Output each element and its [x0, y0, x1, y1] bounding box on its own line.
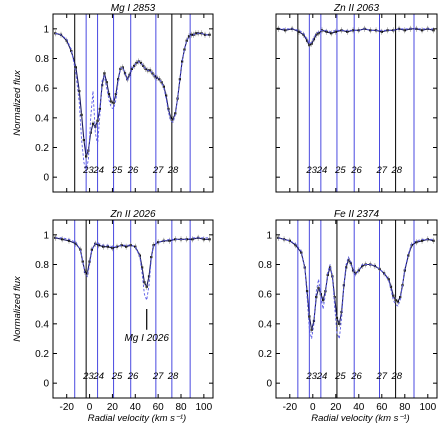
- component-label: 26: [350, 371, 362, 382]
- model-line: [278, 237, 434, 339]
- panel-title: Mg I 2853: [111, 3, 156, 14]
- y-tick-label: 0.8: [35, 54, 49, 65]
- y-tick-label: 0.2: [35, 349, 49, 360]
- panel-title: Fe II 2374: [334, 209, 379, 220]
- component-label: 28: [390, 165, 402, 176]
- component-label: 27: [152, 165, 164, 176]
- y-tick-label: 1: [266, 230, 272, 241]
- panel-title: Zn II 2026: [109, 209, 155, 220]
- y-axis-label: Normalized flux: [12, 275, 23, 342]
- component-label: 28: [167, 371, 179, 382]
- y-tick-label: 1: [43, 230, 49, 241]
- y-tick-label: 0: [43, 379, 49, 390]
- x-tick-label: 80: [399, 402, 411, 413]
- x-tick-label: 80: [175, 402, 187, 413]
- data-line: [55, 237, 210, 289]
- component-label: 28: [167, 165, 179, 176]
- x-tick-label: 0: [87, 402, 93, 413]
- component-label: 27: [376, 371, 388, 382]
- component-label: 27: [376, 165, 388, 176]
- component-label: 28: [390, 371, 402, 382]
- annotation-label: Mg I 2026: [124, 333, 169, 344]
- component-label: 25: [111, 371, 123, 382]
- component-label: 25: [111, 165, 123, 176]
- y-tick-label: 0: [43, 173, 49, 184]
- component-label: 23: [82, 371, 94, 382]
- panel-3: 0 0.2 0.4 0.6 0.8 1 -20 0 20 40 60 80 100 23 24 25 26 27 2…: [12, 209, 214, 424]
- x-axis-label: Radial velocity (km s⁻¹): [311, 413, 409, 423]
- component-label: 24: [316, 371, 328, 382]
- x-tick-label: -20: [59, 402, 74, 413]
- panel-4: 0 0.2 0.4 0.6 0.8 1 -20 0 20 40 60 80 100 23 24 25 26 27 2…: [258, 209, 438, 424]
- x-tick-label: 40: [353, 402, 365, 413]
- component-label: 25: [334, 371, 346, 382]
- plot-frame: [52, 219, 214, 399]
- y-tick-label: 0.4: [258, 319, 272, 330]
- y-tick-label: 0: [266, 379, 272, 390]
- x-tick-label: 0: [310, 402, 316, 413]
- x-tick-label: 20: [330, 402, 342, 413]
- component-label: 23: [82, 165, 94, 176]
- x-axis-label: Radial velocity (km s⁻¹): [88, 413, 186, 423]
- y-tick-label: 0.6: [35, 290, 49, 301]
- panel-title: Zn II 2063: [333, 3, 379, 14]
- data-line: [278, 28, 434, 47]
- component-label: 26: [127, 165, 139, 176]
- component-label: 24: [316, 165, 328, 176]
- y-tick-label: 0.6: [35, 84, 49, 95]
- component-label: 23: [305, 371, 317, 382]
- plot-frame: [275, 13, 438, 193]
- y-tick-label: 0.2: [258, 349, 272, 360]
- x-tick-label: 60: [153, 402, 165, 413]
- component-label: 24: [92, 165, 104, 176]
- y-axis-label: Normalized flux: [12, 69, 23, 136]
- component-label: 25: [334, 165, 346, 176]
- x-tick-label: 20: [107, 402, 119, 413]
- plot-frame: [275, 219, 438, 399]
- model-line: [55, 237, 210, 302]
- component-label: 26: [350, 165, 362, 176]
- y-tick-label: 0.2: [35, 143, 49, 154]
- component-label: 24: [92, 371, 104, 382]
- component-label: 27: [152, 371, 164, 382]
- x-tick-label: -20: [283, 402, 298, 413]
- plot-frame: [52, 13, 214, 193]
- y-tick-label: 0.4: [35, 113, 49, 124]
- component-label: 23: [305, 165, 317, 176]
- y-tick-label: 0.4: [35, 319, 49, 330]
- x-tick-label: 60: [376, 402, 388, 413]
- model-line: [278, 28, 434, 45]
- component-label: 26: [127, 371, 139, 382]
- model-line: [55, 32, 210, 172]
- y-tick-label: 1: [43, 24, 49, 35]
- x-tick-label: 40: [130, 402, 142, 413]
- x-tick-label: 100: [196, 402, 213, 413]
- y-tick-label: 0.8: [258, 260, 272, 271]
- x-tick-label: 100: [419, 402, 436, 413]
- y-tick-label: 0.8: [35, 260, 49, 271]
- y-tick-label: 0.6: [258, 290, 272, 301]
